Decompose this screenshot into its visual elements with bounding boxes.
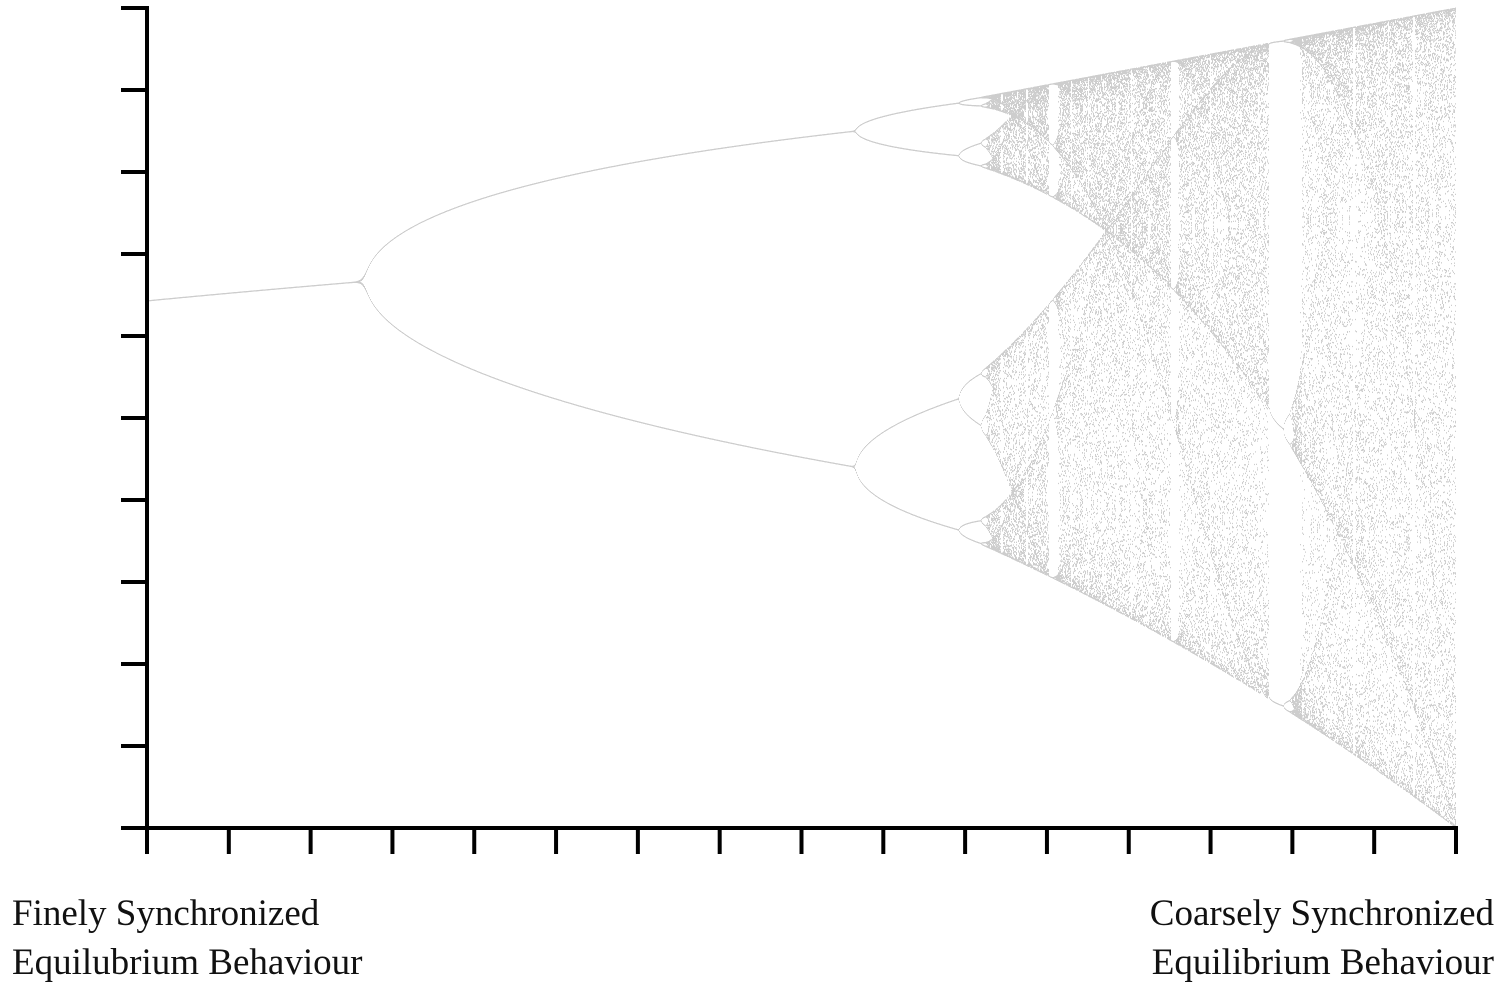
left-annotation: Finely Synchronized Equilubrium Behaviou… xyxy=(12,889,362,987)
right-annotation-line-1: Coarsely Synchronized xyxy=(1149,893,1494,934)
right-annotation: Coarsely Synchronized Equilibrium Behavi… xyxy=(1150,889,1494,987)
y-axis-ticks xyxy=(121,6,147,830)
x-axis-ticks xyxy=(145,828,1458,854)
left-annotation-line-2: Equilubrium Behaviour xyxy=(12,942,363,983)
left-annotation-line-1: Finely Synchronized xyxy=(12,893,320,934)
right-annotation-line-2: Equilibrium Behaviour xyxy=(1151,942,1494,983)
axes xyxy=(121,6,1458,854)
